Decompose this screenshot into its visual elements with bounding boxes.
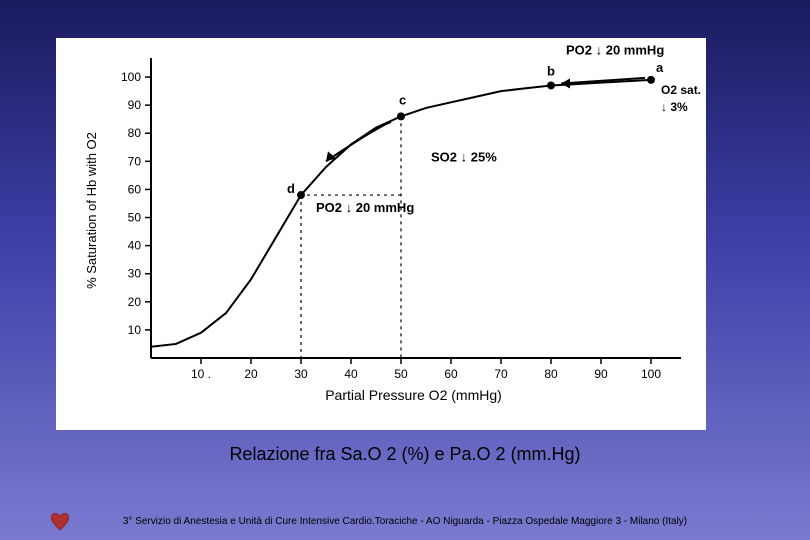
dissociation-curve-chart: 10 20 30 40 50 60 70 80 90 100 10 . 20 30 40 50 60 70 80 9…	[56, 38, 706, 430]
svg-text:10 .: 10 .	[191, 367, 211, 381]
svg-text:30: 30	[294, 367, 308, 381]
svg-text:c: c	[399, 92, 406, 107]
svg-text:50: 50	[128, 211, 142, 225]
svg-text:40: 40	[128, 239, 142, 253]
svg-text:% Saturation of Hb with O2: % Saturation of Hb with O2	[84, 132, 99, 289]
svg-text:40: 40	[344, 367, 358, 381]
svg-text:100: 100	[641, 367, 661, 381]
svg-text:70: 70	[494, 367, 508, 381]
svg-text:b: b	[547, 63, 555, 78]
svg-text:30: 30	[128, 267, 142, 281]
svg-text:↓ 3%: ↓ 3%	[661, 100, 688, 114]
svg-text:PO2 ↓ 20 mmHg: PO2 ↓ 20 mmHg	[566, 43, 664, 58]
svg-text:80: 80	[544, 367, 558, 381]
svg-text:90: 90	[594, 367, 608, 381]
svg-text:60: 60	[128, 182, 142, 196]
footer-text: 3° Servizio di Anestesia e Unità di Cure…	[0, 516, 810, 527]
svg-text:O2 sat.: O2 sat.	[661, 83, 701, 97]
svg-text:100: 100	[121, 70, 141, 84]
slide: 10 20 30 40 50 60 70 80 90 100 10 . 20 30 40 50 60 70 80 9…	[0, 0, 810, 540]
svg-text:50: 50	[394, 367, 408, 381]
caption-text: Relazione fra Sa.O 2 (%) e Pa.O 2 (mm.Hg…	[0, 444, 810, 465]
svg-text:80: 80	[128, 126, 142, 140]
svg-text:SO2 ↓ 25%: SO2 ↓ 25%	[431, 149, 497, 164]
svg-text:20: 20	[128, 295, 142, 309]
svg-text:a: a	[656, 60, 664, 75]
svg-text:90: 90	[128, 98, 142, 112]
svg-text:20: 20	[244, 367, 258, 381]
chart-panel: 10 20 30 40 50 60 70 80 90 100 10 . 20 30 40 50 60 70 80 9…	[56, 38, 706, 430]
svg-text:Partial Pressure O2 (mmHg): Partial Pressure O2 (mmHg)	[325, 387, 502, 403]
svg-text:60: 60	[444, 367, 458, 381]
svg-text:PO2 ↓ 20 mmHg: PO2 ↓ 20 mmHg	[316, 200, 414, 215]
svg-text:70: 70	[128, 154, 142, 168]
svg-text:d: d	[287, 181, 295, 196]
svg-text:10: 10	[128, 323, 142, 337]
